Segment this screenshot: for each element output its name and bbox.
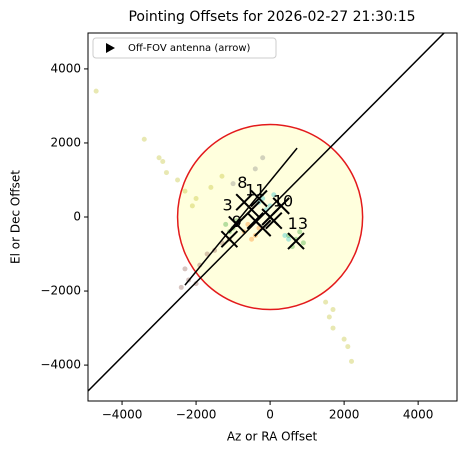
point — [204, 251, 210, 257]
point — [249, 236, 255, 242]
point — [282, 233, 288, 239]
line — [184, 147, 298, 286]
point — [260, 155, 266, 161]
point — [163, 170, 169, 176]
point — [178, 284, 184, 290]
marker-label: 9 — [232, 212, 242, 231]
point — [223, 221, 229, 227]
marker-label: 11 — [245, 181, 265, 200]
x-marker — [287, 232, 305, 250]
legend-label: Off-FOV antenna (arrow) — [128, 43, 251, 54]
point — [175, 177, 181, 183]
point — [330, 307, 336, 313]
point — [156, 155, 162, 161]
y-axis-label: El or Dec Offset — [9, 170, 23, 264]
point — [160, 158, 166, 164]
point — [297, 229, 303, 235]
x-marker — [250, 189, 268, 208]
x-axis-label: Az or RA Offset — [227, 430, 318, 444]
point — [230, 181, 236, 187]
point — [326, 314, 332, 320]
point — [189, 203, 195, 209]
y-tick-label: 2000 — [50, 135, 81, 149]
point — [182, 266, 188, 272]
point — [193, 281, 199, 287]
point — [193, 195, 199, 201]
x-tick-label: 2000 — [329, 408, 360, 422]
y-tick-label: −2000 — [40, 284, 81, 298]
x-marker — [246, 211, 264, 230]
point — [345, 344, 351, 350]
point — [341, 336, 347, 342]
point — [208, 184, 214, 190]
marker-label: 3 — [222, 195, 232, 214]
legend-marker — [106, 43, 115, 53]
x-tick-label: 0 — [266, 408, 274, 422]
x-tick-label: 4000 — [403, 408, 434, 422]
point — [219, 173, 225, 179]
x-marker — [272, 197, 290, 215]
x-marker — [228, 215, 246, 234]
point — [252, 166, 258, 172]
point — [141, 136, 147, 142]
x-marker — [265, 211, 283, 230]
point — [330, 325, 336, 331]
point — [300, 240, 306, 246]
y-tick-label: −4000 — [40, 358, 81, 372]
point — [93, 88, 99, 94]
y-tick-label: 4000 — [50, 61, 81, 75]
point — [286, 236, 292, 242]
point — [349, 358, 355, 364]
marker-label: 10 — [273, 192, 293, 211]
point — [323, 299, 329, 305]
x-marker — [242, 200, 261, 219]
point — [182, 188, 188, 194]
x-tick-label: −2000 — [176, 408, 217, 422]
marker-label: 13 — [288, 214, 308, 233]
legend-box — [92, 37, 277, 59]
point — [271, 192, 277, 198]
x-tick-label: −4000 — [102, 408, 143, 422]
y-tick-label: 0 — [73, 210, 81, 224]
x-marker — [220, 230, 239, 248]
chart-title: Pointing Offsets for 2026-02-27 21:30:15 — [128, 9, 415, 25]
marker-label: 8 — [237, 173, 247, 192]
